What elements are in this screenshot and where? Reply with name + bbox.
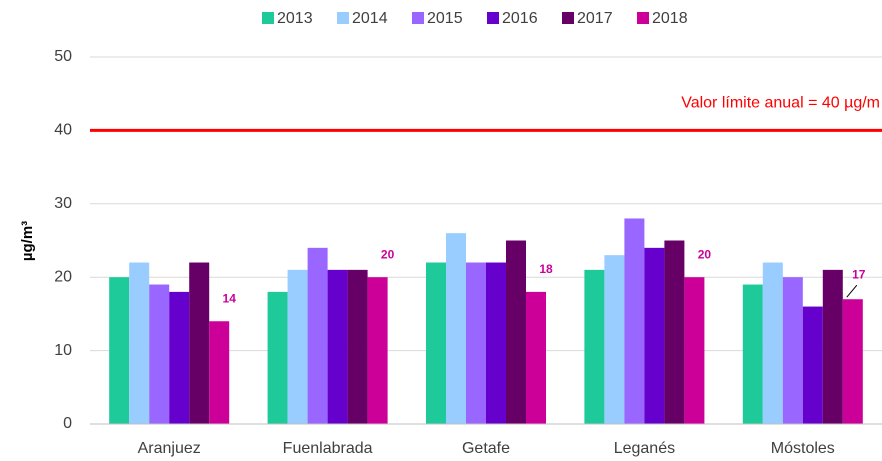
x-tick-label: Leganés — [614, 440, 675, 457]
x-tick-label: Fuenlabrada — [283, 440, 373, 457]
bar — [267, 291, 288, 424]
bar — [604, 255, 625, 424]
bar — [287, 269, 308, 424]
reference-label: Valor límite anual = 40 µg/m — [681, 95, 880, 112]
bar — [584, 269, 605, 424]
x-tick-label: Móstoles — [771, 440, 835, 457]
bar — [526, 291, 546, 424]
legend-swatch — [337, 12, 349, 24]
y-tick-label: 0 — [63, 415, 72, 432]
legend-swatch — [487, 12, 499, 24]
bar — [307, 247, 328, 424]
legend-label: 2016 — [502, 10, 538, 27]
legend-label: 2014 — [352, 10, 388, 27]
data-label: 17 — [852, 267, 866, 281]
data-label: 20 — [698, 247, 712, 261]
bar — [109, 277, 130, 424]
x-tick-label: Getafe — [462, 440, 510, 457]
bar — [129, 262, 150, 424]
bar — [189, 262, 210, 424]
bar — [822, 269, 843, 424]
y-tick-label: 30 — [54, 195, 72, 212]
legend-swatch — [412, 12, 424, 24]
data-label: 20 — [381, 247, 395, 261]
y-tick-label: 40 — [54, 122, 72, 139]
bar — [347, 269, 368, 424]
bar — [446, 233, 466, 424]
bar — [684, 277, 705, 424]
legend-label: 2015 — [427, 10, 463, 27]
bar — [169, 291, 190, 424]
data-label: 14 — [223, 291, 237, 305]
bar — [486, 262, 506, 424]
y-tick-label: 50 — [54, 48, 72, 65]
bar — [327, 269, 348, 424]
leader-line — [846, 284, 858, 298]
y-tick-label: 10 — [54, 342, 72, 359]
legend-swatch — [637, 12, 649, 24]
bar — [149, 284, 170, 424]
bar — [742, 284, 763, 424]
x-tick-label: Aranjuez — [138, 440, 201, 457]
bar — [367, 277, 388, 424]
legend-swatch — [562, 12, 574, 24]
legend-swatch — [262, 12, 274, 24]
bar — [624, 218, 645, 424]
legend-label: 2018 — [652, 10, 688, 27]
bar — [762, 262, 783, 424]
bar — [664, 240, 685, 424]
legend-label: 2013 — [277, 10, 313, 27]
y-tick-label: 20 — [54, 268, 72, 285]
data-label: 18 — [539, 262, 553, 276]
legend-label: 2017 — [577, 10, 613, 27]
bar — [506, 240, 526, 424]
bar — [782, 277, 803, 424]
bar — [802, 306, 823, 424]
bar — [426, 262, 446, 424]
bar — [209, 321, 230, 424]
bar — [842, 299, 863, 424]
bar — [466, 262, 486, 424]
y-axis-label: µg/m³ — [19, 221, 36, 261]
bar — [644, 247, 665, 424]
